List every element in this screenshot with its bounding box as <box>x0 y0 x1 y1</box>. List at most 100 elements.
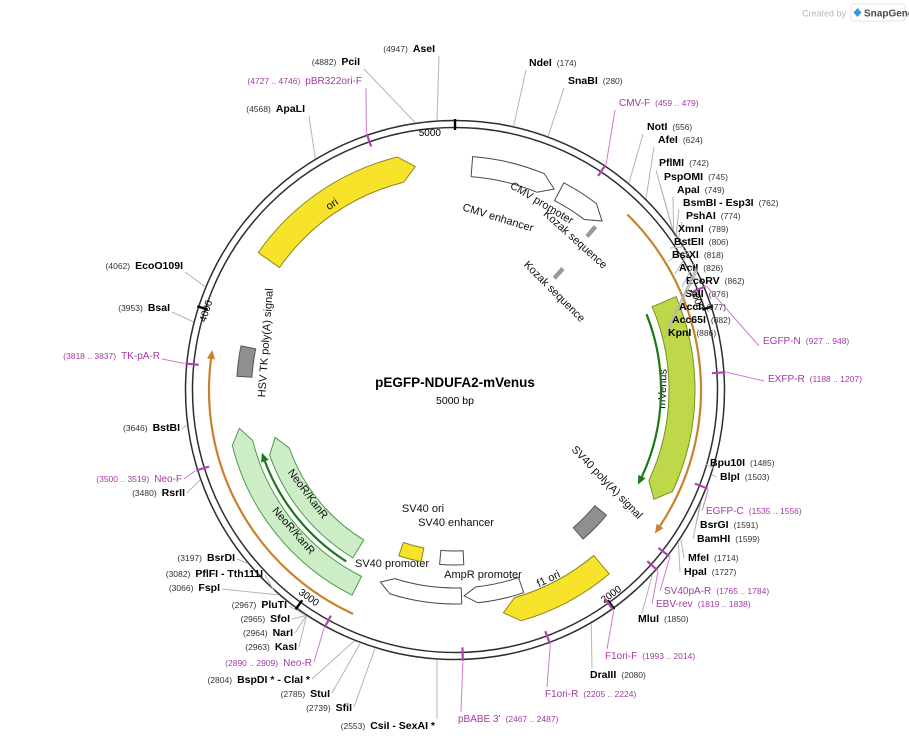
primer-site-EXFP-R[interactable]: EXFP-R (1188 .. 1207) <box>711 371 862 385</box>
feature-mvenus[interactable] <box>648 295 696 501</box>
feature-cmv-enhancer[interactable] <box>470 156 556 193</box>
enzyme-site-ApaI[interactable]: ApaI (749) <box>672 184 725 231</box>
primer-site-pBABE-3[interactable]: pBABE 3' (2467 .. 2487) <box>458 647 559 725</box>
feature-sv40-ori[interactable] <box>398 541 425 563</box>
enzyme-site-RsrII[interactable]: (3480) RsrII <box>132 479 201 499</box>
feature-label-sv40-polya[interactable]: SV40 poly(A) signal <box>569 444 645 522</box>
enzyme-site-BstEII[interactable]: BstEII (806) <box>669 236 729 249</box>
enzyme-site-NarI[interactable]: (2964) NarI <box>243 615 307 639</box>
enzyme-site-PciI[interactable]: (4882) PciI <box>312 56 416 123</box>
feature-cmv-promoter[interactable] <box>553 182 603 222</box>
enzyme-site-BsmBI-Esp3I[interactable]: BsmBI - Esp3I (762) <box>675 197 779 235</box>
feature-label-sv40-enhancer[interactable]: SV40 enhancer <box>418 517 494 529</box>
enzyme-site-PflFI-Tth111I[interactable]: (3082) PflFI - Tth111I <box>166 568 275 592</box>
feature-label-cmv-enhancer[interactable]: CMV enhancer <box>461 202 535 235</box>
enzyme-site-DraIII[interactable]: DraIII (2080) <box>590 623 646 681</box>
enzyme-site-Acc65I[interactable]: Acc65I (882) <box>667 269 731 327</box>
svg-text:BstXI(818): BstXI (818) <box>672 249 724 261</box>
enzyme-site-BsrDI[interactable]: (3197) BsrDI <box>177 552 248 564</box>
enzyme-site-ApaLI[interactable]: (4568) ApaLI <box>246 103 316 159</box>
primer-site-TK-pA-R[interactable]: (3818 .. 3837) TK-pA-R <box>63 351 199 366</box>
enzyme-site-FspI[interactable]: (3066) FspI <box>169 582 279 596</box>
svg-text:(3818 .. 3837)TK-pA-R: (3818 .. 3837) TK-pA-R <box>63 351 160 362</box>
svg-text:BamHI(1599): BamHI (1599) <box>697 533 760 545</box>
feature-label-mvenus[interactable]: mVenus <box>656 368 669 409</box>
feature-label-ori[interactable]: ori <box>324 196 341 213</box>
feature-kozak-2[interactable] <box>552 267 565 280</box>
svg-text:(4568)ApaLI: (4568) ApaLI <box>246 103 305 115</box>
svg-text:(2967)PluTI: (2967) PluTI <box>232 599 287 611</box>
primer-site-F1ori-F[interactable]: F1ori-F (1993 .. 2014) <box>604 598 695 662</box>
primer-site-pBR322ori-F[interactable]: (4727 .. 4746) pBR322ori-F <box>247 76 373 147</box>
enzyme-site-PspOMI[interactable]: PspOMI (745) <box>659 171 728 230</box>
enzyme-site-SfiI[interactable]: (2739) SfiI <box>306 648 376 714</box>
enzyme-site-CsiI-SexAI[interactable]: (2553) CsiI - SexAI * <box>341 659 438 732</box>
enzyme-site-KasI[interactable]: (2963) KasI <box>245 615 307 653</box>
feature-mvenus-translation[interactable] <box>637 313 663 485</box>
enzyme-site-SnaBI[interactable]: SnaBI (280) <box>547 75 623 137</box>
feature-ori[interactable] <box>257 156 417 269</box>
feature-ampr-promoter[interactable] <box>463 576 525 604</box>
enzyme-site-SfoI[interactable]: (2965) SfoI <box>241 613 306 625</box>
svg-text:(2785)StuI: (2785) StuI <box>281 688 330 700</box>
enzyme-site-NotI[interactable]: NotI (556) <box>628 121 692 184</box>
feature-orf-neor[interactable] <box>207 349 354 615</box>
svg-text:EBV-rev(1819 .. 1838): EBV-rev (1819 .. 1838) <box>656 599 751 610</box>
svg-text:Acc65I(882): Acc65I (882) <box>672 314 731 326</box>
svg-text:(3066)FspI: (3066) FspI <box>169 582 220 594</box>
enzyme-site-PshAI[interactable]: PshAI (774) <box>678 210 741 238</box>
enzyme-site-BspDI-ClaI[interactable]: (2804) BspDI * - ClaI * <box>207 640 355 686</box>
svg-text:(3500 .. 3519)Neo-F: (3500 .. 3519) Neo-F <box>96 474 182 485</box>
feature-orf-insert[interactable] <box>626 213 703 534</box>
snapgene-watermark[interactable]: Created by SnapGene <box>802 3 909 22</box>
svg-text:EXFP-R(1188 .. 1207): EXFP-R (1188 .. 1207) <box>768 374 862 385</box>
primer-mark <box>692 285 706 293</box>
enzyme-site-AseI[interactable]: (4947) AseI <box>383 43 440 121</box>
feature-label-ampr-promoter[interactable]: AmpR promoter <box>444 569 522 581</box>
primer-site-EGFP-C[interactable]: EGFP-C (1535 .. 1556) <box>694 482 802 517</box>
enzyme-site-BstXI[interactable]: BstXI (818) <box>667 249 724 262</box>
feature-label-sv40-ori[interactable]: SV40 ori <box>402 503 444 515</box>
feature-hsv-tk-polya[interactable] <box>236 345 257 378</box>
enzyme-site-EcoO109I[interactable]: (4062) EcoO109I <box>106 260 206 288</box>
primer-site-EGFP-N[interactable]: EGFP-N (927 .. 948) <box>692 285 849 347</box>
enzyme-site-StuI[interactable]: (2785) StuI <box>281 643 361 700</box>
feature-sv40-enhancer[interactable] <box>439 549 465 566</box>
primer-site-EBV-rev[interactable]: EBV-rev (1819 .. 1838) <box>646 560 751 610</box>
enzyme-site-MfeI[interactable]: MfeI (1714) <box>680 538 739 564</box>
enzyme-site-HpaI[interactable]: HpaI (1727) <box>677 542 737 578</box>
primer-site-F1ori-R[interactable]: F1ori-R (2205 .. 2224) <box>544 630 636 700</box>
enzyme-site-Bpu10I[interactable]: Bpu10I (1485) <box>705 457 775 470</box>
enzyme-site-BsaI[interactable]: (3953) BsaI <box>118 302 194 323</box>
feature-neor-translation[interactable] <box>261 452 347 563</box>
enzyme-site-BlpI[interactable]: BlpI (1503) <box>711 471 770 483</box>
primer-site-CMV-F[interactable]: CMV-F (459 .. 479) <box>597 98 699 177</box>
watermark-created-by: Created by <box>802 9 847 19</box>
svg-text:BlpI(1503): BlpI (1503) <box>720 471 770 483</box>
enzyme-site-BstBI[interactable]: (3646) BstBI <box>123 422 188 434</box>
primer-mark <box>711 371 726 375</box>
primer-site-Neo-F[interactable]: (3500 .. 3519) Neo-F <box>96 465 210 485</box>
svg-text:(4062)EcoO109I: (4062) EcoO109I <box>106 260 184 272</box>
primer-site-Neo-R[interactable]: (2890 .. 2909) Neo-R <box>225 615 332 669</box>
feature-f1-ori[interactable] <box>502 554 610 622</box>
enzyme-site-MluI[interactable]: MluI (1850) <box>638 575 689 625</box>
enzyme-site-AfeI[interactable]: AfeI (624) <box>645 134 703 199</box>
primer-site-SV40pA-R[interactable]: SV40pA-R (1765 .. 1784) <box>657 546 769 597</box>
primer-mark <box>597 164 607 177</box>
enzyme-site-KpnI[interactable]: KpnI (886) <box>663 270 716 339</box>
enzyme-site-XmnI[interactable]: XmnI (789) <box>673 223 729 243</box>
feature-neor-kanr-inner[interactable] <box>269 436 365 559</box>
svg-text:MluI(1850): MluI (1850) <box>638 613 689 625</box>
enzyme-site-NdeI[interactable]: NdeI (174) <box>513 57 577 127</box>
enzyme-site-BamHI[interactable]: BamHI (1599) <box>692 504 760 545</box>
feature-label-kozak-2[interactable]: Kozak sequence <box>521 259 587 325</box>
feature-neor-kanr-outer[interactable] <box>231 427 363 596</box>
enzyme-site-PluTI[interactable]: (2967) PluTI <box>232 599 306 616</box>
feature-label-hsv-tk-polya[interactable]: HSV TK poly(A) signal <box>256 288 276 398</box>
feature-label-sv40-promoter[interactable]: SV40 promoter <box>355 558 429 570</box>
feature-kozak-1[interactable] <box>585 225 598 238</box>
feature-sv40-promoter[interactable] <box>379 578 463 605</box>
feature-sv40-polya[interactable] <box>572 504 608 540</box>
